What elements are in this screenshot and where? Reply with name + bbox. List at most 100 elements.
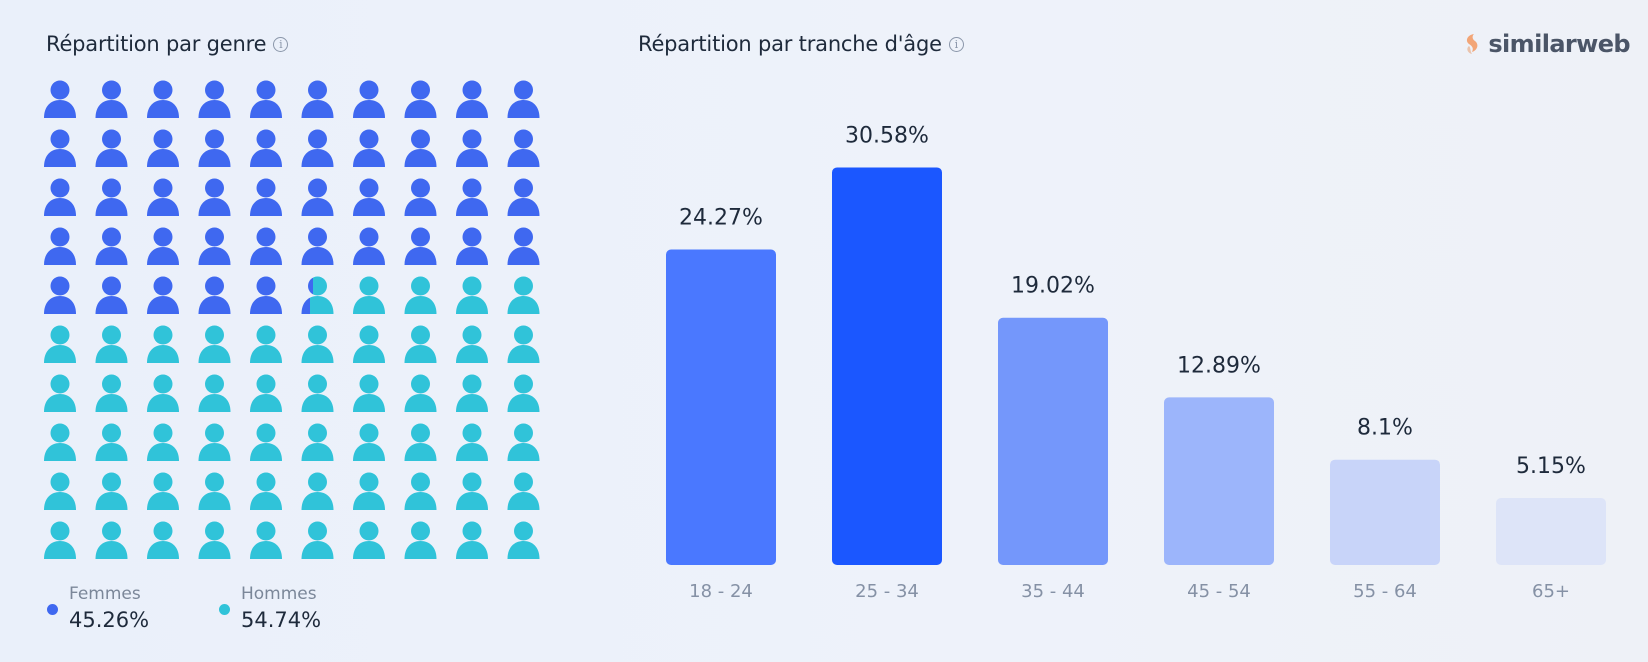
person-icon [250,80,282,118]
person-icon [250,178,282,216]
age-bar-4[interactable] [1164,397,1274,565]
age-bar-2[interactable] [832,167,942,565]
person-icon [404,374,437,412]
person-icon [353,80,385,118]
age-bar-value-label: 5.15% [1516,454,1586,479]
person-icon [301,423,334,461]
person-icon [353,227,385,265]
person-icon [353,276,385,314]
person-icon [198,423,231,461]
person-icon [44,374,76,412]
person-icon [44,276,76,314]
info-icon[interactable]: i [273,36,289,52]
men-value: 54.74% [241,608,322,632]
age-bar-value-label: 8.1% [1357,416,1413,441]
person-icon [507,276,540,314]
age-category-label: 35 - 44 [1021,581,1085,602]
person-icon [353,325,385,363]
person-icon [456,423,488,461]
person-icon [404,423,437,461]
age-bar-1[interactable] [666,249,776,566]
similarweb-logo-icon [1467,34,1478,54]
person-icon [456,276,488,314]
person-icon [147,472,179,510]
age-category-label: 25 - 34 [855,581,919,602]
person-icon [147,423,179,461]
person-icon [301,178,334,216]
person-icon [507,178,540,216]
person-icon [147,325,179,363]
person-icon [456,472,488,510]
person-icon [250,472,282,510]
age-bar-3[interactable] [998,317,1108,565]
age-category-label: 65+ [1532,581,1570,602]
men-dot-icon [219,604,230,615]
person-icon [507,521,540,559]
person-icon [404,472,437,510]
person-icon [250,521,282,559]
person-icon [95,374,128,412]
person-icon [507,129,540,167]
person-icon [147,521,179,559]
person-icon [507,80,540,118]
person-icon [198,374,231,412]
logo-text: similarweb [1488,30,1630,58]
person-icon [301,129,334,167]
person-icon [198,521,231,559]
info-icon[interactable]: i [948,36,964,52]
men-label: Hommes [241,584,317,604]
person-icon [456,374,488,412]
person-icon [95,423,128,461]
person-icon [95,227,128,265]
person-icon [147,129,179,167]
gender-panel-title: Répartition par genre i [46,32,289,56]
person-icon [44,227,76,265]
person-icon [456,80,488,118]
person-icon [95,521,128,559]
age-bar-value-label: 19.02% [1011,274,1095,299]
person-icon [456,325,488,363]
person-icon [198,472,231,510]
person-icon [404,325,437,363]
person-icon [404,178,437,216]
person-icon [250,325,282,363]
age-panel-title: Répartition par tranche d'âge i [638,32,964,56]
person-icon [507,325,540,363]
person-icon [44,129,76,167]
age-bar-chart: 24.27% 18 - 24 30.58% 25 - 34 19.02% 35 - 44 1… [666,123,1606,602]
person-icon [250,129,282,167]
person-icon [147,178,179,216]
person-icon [507,423,540,461]
person-icon [353,472,385,510]
person-icon [353,129,385,167]
age-bar-5[interactable] [1330,459,1440,565]
person-icon [198,80,231,118]
person-icon [95,80,128,118]
person-icon [456,129,488,167]
person-icon [44,521,76,559]
age-category-label: 55 - 64 [1353,581,1417,602]
age-bar-value-label: 30.58% [845,123,929,148]
person-icon [404,227,437,265]
age-bar-6[interactable] [1496,498,1606,565]
person-icon [353,374,385,412]
person-icon [147,227,179,265]
person-icon [301,521,334,559]
person-icon [301,325,334,363]
person-icon [198,129,231,167]
person-icon [404,521,437,559]
person-icon [456,227,488,265]
person-icon [507,472,540,510]
person-icon [250,276,282,314]
age-title-text: Répartition par tranche d'âge [638,32,942,56]
similarweb-logo: similarweb [1462,30,1631,58]
gender-title-text: Répartition par genre [46,32,267,56]
person-icon [147,374,179,412]
person-icon [44,423,76,461]
age-bar-value-label: 12.89% [1177,353,1261,378]
person-icon [147,276,179,314]
person-icon [250,423,282,461]
person-icon [198,325,231,363]
person-icon [147,80,179,118]
person-icon [95,325,128,363]
